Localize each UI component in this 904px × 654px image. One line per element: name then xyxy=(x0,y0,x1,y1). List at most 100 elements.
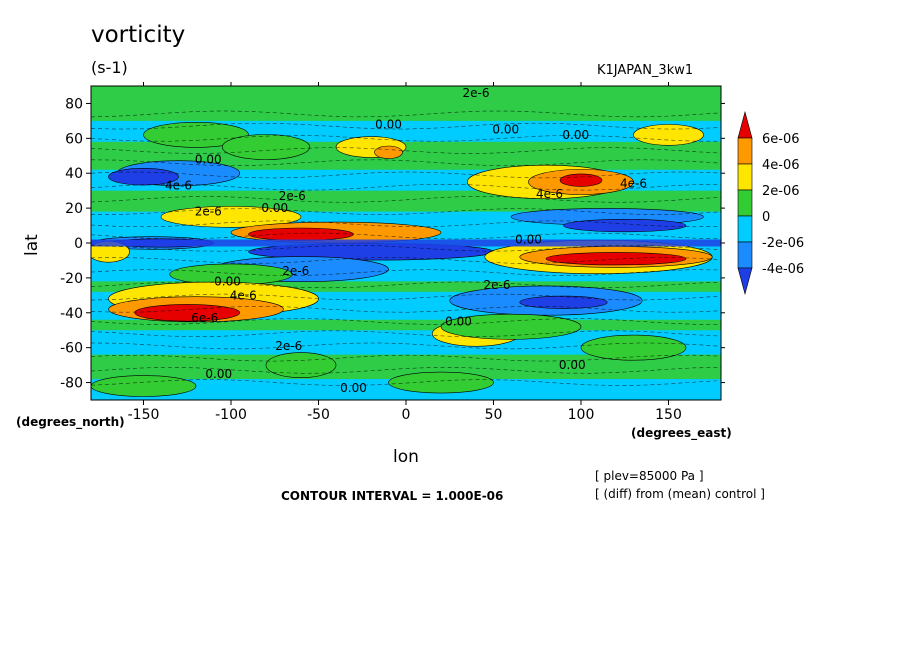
contour-label: 2e-6 xyxy=(484,278,511,292)
contour-label: 2e-6 xyxy=(195,205,222,219)
contour-label: 0.00 xyxy=(205,367,232,381)
x-tick-label: 0 xyxy=(402,407,411,423)
field-contour-region xyxy=(440,313,582,340)
contour-label: 2e-6 xyxy=(463,86,490,100)
x-tick-label: 100 xyxy=(568,407,595,423)
field-contour-region xyxy=(563,218,687,233)
dashed-contour-line xyxy=(91,171,721,179)
colorbar-label: -2e-06 xyxy=(762,236,804,251)
y-tick-label: 60 xyxy=(65,131,83,147)
pressure-level-note: [ plev=85000 Pa ] xyxy=(595,469,704,483)
contour-label: 0.00 xyxy=(445,315,472,329)
contour-label: 2e-6 xyxy=(275,339,302,353)
colorbar-segment xyxy=(737,189,753,217)
field-band xyxy=(91,281,721,292)
dashed-contour-line xyxy=(91,110,721,118)
field-contour-region xyxy=(374,145,403,159)
dashed-contour-line xyxy=(91,183,721,191)
difference-note: [ (diff) from (mean) control ] xyxy=(595,487,765,501)
dashed-contour-line xyxy=(91,257,721,264)
dashed-contour-line xyxy=(91,196,721,203)
x-tick-label: 150 xyxy=(655,407,682,423)
contour-label: 2e-6 xyxy=(282,264,309,278)
colorbar-cap-top xyxy=(737,110,753,139)
colorbar-label: 2e-06 xyxy=(762,184,800,199)
field-contour-region xyxy=(160,206,302,228)
field-contour-region xyxy=(545,252,687,266)
field-band xyxy=(91,86,721,121)
x-tick-label: -50 xyxy=(307,407,330,423)
units-label: (s-1) xyxy=(91,58,128,77)
y-axis-label: lat xyxy=(22,234,42,256)
field-contour-region xyxy=(633,124,704,146)
dashed-contour-line xyxy=(91,379,721,386)
colorbar-cap-bottom xyxy=(737,267,753,296)
colorbar-segment xyxy=(737,241,753,269)
dashed-contour-line xyxy=(91,220,721,228)
y-tick-label: 80 xyxy=(65,96,83,112)
contour-label: 0.00 xyxy=(492,123,519,137)
dashed-contour-line xyxy=(91,159,721,167)
contour-label: 0.00 xyxy=(562,128,589,142)
field-contour-region xyxy=(519,295,608,309)
field-contour-region xyxy=(221,134,311,160)
colorbar-label: 0 xyxy=(762,210,770,225)
field-contour-region xyxy=(248,227,354,241)
x-tick-label: -100 xyxy=(215,407,247,423)
dashed-contour-line xyxy=(91,269,721,276)
contour-label: 0.00 xyxy=(261,201,288,215)
dashed-contour-line xyxy=(91,147,721,154)
dashed-contour-line xyxy=(91,281,721,289)
contour-label: 0.00 xyxy=(340,381,367,395)
field-contour-region xyxy=(134,304,241,322)
x-tick-label: -150 xyxy=(128,407,160,423)
y-tick-label: -40 xyxy=(60,306,83,322)
field-contour-region xyxy=(388,371,494,394)
contour-label: 0.00 xyxy=(214,274,241,288)
dashed-contour-line xyxy=(91,232,721,240)
contour-label: 0.00 xyxy=(515,233,542,247)
colorbar-label: 4e-06 xyxy=(762,158,800,173)
dashed-contour-line xyxy=(91,122,721,130)
colorbar-label: 6e-06 xyxy=(762,132,800,147)
contour-label: 0.00 xyxy=(375,117,402,131)
dashed-contour-line xyxy=(91,293,721,301)
chart-title: vorticity xyxy=(91,22,186,48)
contour-label: 6e-6 xyxy=(191,311,218,325)
field-contour-region xyxy=(91,375,197,397)
dashed-contour-line xyxy=(91,367,721,374)
field-contour-region xyxy=(265,352,337,378)
y-tick-label: 20 xyxy=(65,201,83,217)
colorbar-segment xyxy=(737,215,753,243)
contour-label: 0.00 xyxy=(195,152,222,166)
dashed-contour-line xyxy=(91,342,721,350)
x-axis-label: lon xyxy=(393,447,419,467)
y-tick-label: 0 xyxy=(74,236,83,252)
contour-label: 4e-6 xyxy=(536,187,563,201)
contour-label: 4e-6 xyxy=(620,177,647,191)
lat-unit-label: (degrees_north) xyxy=(16,415,125,429)
lon-unit-label: (degrees_east) xyxy=(631,426,732,440)
colorbar-segment xyxy=(737,163,753,191)
colorbar-label: -4e-06 xyxy=(762,262,804,277)
y-tick-label: 40 xyxy=(65,166,83,182)
colorbar-segment xyxy=(737,137,753,165)
contour-label: 0.00 xyxy=(559,358,586,372)
dashed-contour-line xyxy=(91,354,721,362)
x-tick-label: 50 xyxy=(485,407,503,423)
run-name: K1JAPAN_3kw1 xyxy=(597,63,694,78)
contour-label: 2e-6 xyxy=(279,189,306,203)
y-tick-label: -20 xyxy=(60,271,83,287)
field-contour-region xyxy=(580,334,687,361)
dashed-contour-line xyxy=(91,330,721,338)
y-tick-label: -80 xyxy=(60,376,83,392)
contour-label: 4e-6 xyxy=(230,288,257,302)
field-band xyxy=(91,239,721,247)
dashed-contour-line xyxy=(91,305,721,313)
y-tick-label: -60 xyxy=(60,341,83,357)
dashed-contour-line xyxy=(91,135,721,142)
dashed-contour-line xyxy=(91,244,721,252)
dashed-contour-line xyxy=(91,318,721,325)
field-contour-region xyxy=(559,173,603,187)
